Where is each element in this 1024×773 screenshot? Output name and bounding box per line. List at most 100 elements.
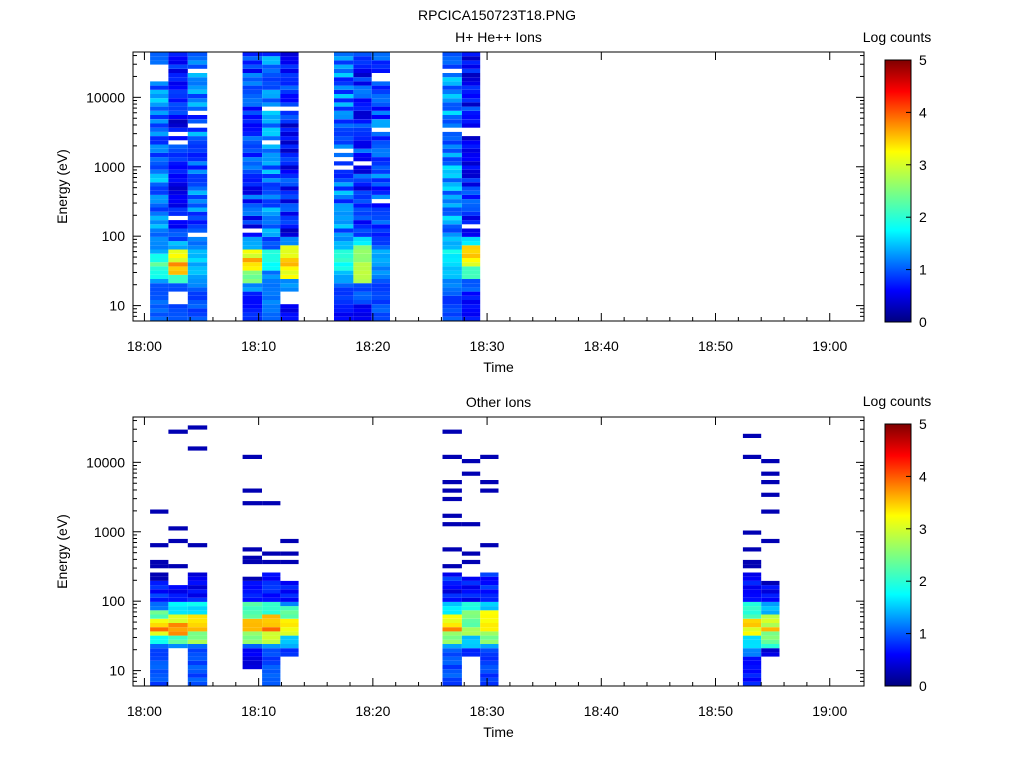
data-bin xyxy=(168,165,188,170)
data-bin xyxy=(371,312,390,317)
data-bin xyxy=(371,52,390,57)
data-bin xyxy=(262,131,281,137)
data-bin xyxy=(461,623,481,628)
data-bin xyxy=(150,312,169,317)
data-bin xyxy=(742,547,762,552)
data-bin xyxy=(353,157,372,162)
data-bin xyxy=(242,245,262,250)
data-bin xyxy=(761,538,780,544)
data-bin xyxy=(742,576,762,581)
data-bin xyxy=(187,194,208,200)
data-bin xyxy=(150,178,169,183)
data-bin xyxy=(353,64,372,69)
data-bin xyxy=(461,136,481,141)
data-bin xyxy=(353,287,372,292)
data-bin xyxy=(187,644,208,649)
data-bin xyxy=(187,228,208,233)
data-bin xyxy=(480,572,499,577)
data-bin xyxy=(187,614,208,619)
data-bin xyxy=(242,64,262,69)
data-bin xyxy=(442,513,462,518)
data-bin xyxy=(150,123,169,128)
data-bin xyxy=(187,572,208,577)
data-bin xyxy=(461,169,481,174)
data-bin xyxy=(461,652,481,657)
data-bin xyxy=(187,89,208,94)
data-bin xyxy=(242,106,262,111)
data-bin xyxy=(168,593,188,598)
data-bin xyxy=(353,283,372,288)
data-bin xyxy=(334,287,354,292)
data-bin xyxy=(461,73,481,78)
data-bin xyxy=(242,559,262,565)
data-bin xyxy=(371,245,390,250)
data-bin xyxy=(442,52,462,57)
data-bin xyxy=(371,152,390,158)
data-bin xyxy=(262,228,281,233)
data-bin xyxy=(280,232,299,237)
data-bin xyxy=(742,644,762,649)
data-bin xyxy=(262,559,281,565)
data-bin xyxy=(262,64,281,69)
data-bin xyxy=(280,316,299,321)
data-bin xyxy=(168,161,188,166)
data-bin xyxy=(334,194,354,200)
data-bin xyxy=(442,606,462,611)
data-bin xyxy=(187,300,208,305)
data-bin xyxy=(461,627,481,632)
data-bin xyxy=(461,119,481,124)
data-bin xyxy=(187,127,208,132)
data-bin xyxy=(280,287,299,292)
data-bin xyxy=(742,681,762,686)
data-bin xyxy=(461,522,481,527)
data-bin xyxy=(150,190,169,195)
data-bin xyxy=(480,618,499,623)
data-bin xyxy=(442,291,462,296)
data-bin xyxy=(353,131,372,137)
data-bin xyxy=(334,144,354,149)
data-bin xyxy=(480,601,499,607)
data-bin xyxy=(187,652,208,657)
data-bin xyxy=(187,64,208,69)
data-bin xyxy=(242,270,262,275)
data-bin xyxy=(242,215,262,221)
data-bin xyxy=(442,161,462,166)
data-bin xyxy=(168,203,188,208)
x-tick-label: 18:30 xyxy=(470,703,505,719)
data-bin xyxy=(187,73,208,78)
data-bin xyxy=(371,85,390,90)
data-bin xyxy=(461,245,481,250)
data-bin xyxy=(442,224,462,229)
data-bin xyxy=(242,232,262,237)
data-bin xyxy=(242,262,262,267)
data-bin xyxy=(353,173,372,179)
data-bin xyxy=(334,85,354,90)
data-bin xyxy=(442,656,462,661)
data-bin xyxy=(442,648,462,653)
data-bin xyxy=(353,211,372,216)
data-bin xyxy=(187,211,208,216)
data-bin xyxy=(442,665,462,670)
colorbar: Log counts 0 1 2 3 4 5 xyxy=(863,393,932,694)
data-bin xyxy=(262,215,281,221)
data-bin xyxy=(461,144,481,149)
data-bin xyxy=(280,279,299,284)
data-bin xyxy=(371,270,390,275)
data-bin xyxy=(742,677,762,682)
data-bin xyxy=(187,673,208,678)
colorbar-tick-label: 2 xyxy=(919,209,927,225)
data-bin xyxy=(187,169,208,174)
data-bin xyxy=(353,152,372,158)
data-bin xyxy=(280,178,299,183)
data-bin xyxy=(442,308,462,313)
data-bin xyxy=(280,228,299,233)
data-bin xyxy=(353,94,372,99)
data-bin xyxy=(242,220,262,225)
data-bin xyxy=(371,300,390,305)
data-bin xyxy=(371,190,390,195)
data-bin xyxy=(480,639,499,644)
data-bin xyxy=(187,627,208,632)
data-bin xyxy=(761,593,780,598)
data-bin xyxy=(353,258,372,263)
data-bin xyxy=(442,639,462,644)
